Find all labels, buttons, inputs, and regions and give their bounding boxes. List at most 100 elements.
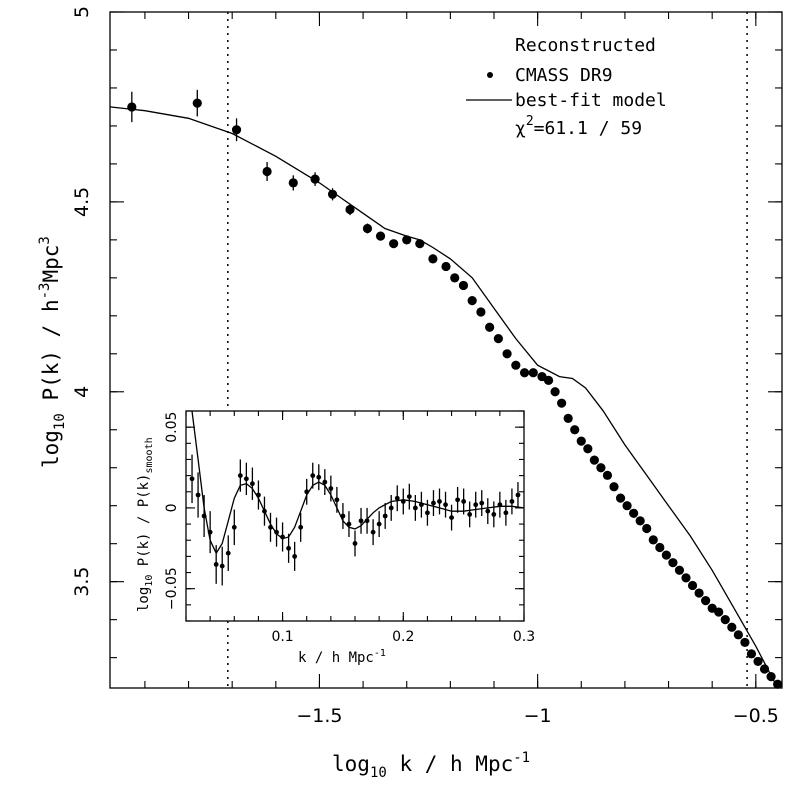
data-point (615, 493, 626, 503)
data-point (509, 499, 515, 504)
data-point (766, 672, 776, 682)
data-point (352, 541, 358, 546)
data-point (720, 615, 730, 625)
inset-y-axis-label: log10 P(k) / P(k)smooth (136, 437, 155, 612)
data-point (425, 510, 430, 516)
main-panel: −1.5 −1 −0.5 3.5 4 4.5 5 log10 k / h Mpc-1 log… (37, 6, 783, 781)
data-point (642, 523, 652, 534)
data-point (596, 463, 606, 473)
inset-y-axis-label-group: log10 P(k) / P(k)smooth (136, 437, 155, 612)
data-point (231, 524, 237, 530)
x-tick-label: 0.2 (392, 629, 414, 645)
data-point (528, 368, 538, 378)
data-point (268, 524, 273, 530)
data-point (519, 368, 530, 378)
data-point (661, 550, 671, 560)
y-tick-label: −0.05 (164, 567, 180, 610)
data-point (286, 545, 292, 551)
data-point (485, 508, 491, 514)
y-tick-label: 0 (164, 503, 180, 512)
data-point (583, 444, 593, 454)
data-point (467, 296, 477, 306)
y-tick-label: 5 (71, 6, 93, 18)
data-point (773, 679, 783, 689)
data-point (256, 492, 261, 498)
inset-background (186, 411, 524, 621)
data-point (382, 513, 388, 519)
data-point (192, 98, 202, 108)
main-y-axis-label-group: log10 P(k) / h-3Mpc3 (37, 236, 68, 468)
legend: Reconstructed CMASS DR9 best-fit model χ… (466, 35, 667, 139)
data-point (364, 518, 370, 524)
data-point (443, 502, 448, 508)
data-point (195, 492, 201, 498)
data-point (455, 497, 461, 503)
data-point (418, 502, 424, 508)
data-point (389, 239, 399, 249)
main-ticks (110, 11, 782, 688)
inset-model-line (191, 410, 525, 555)
main-plot-frame (109, 11, 783, 689)
data-point (609, 482, 619, 492)
data-point (727, 622, 737, 632)
data-point (219, 563, 225, 569)
data-point (189, 476, 195, 482)
data-point (476, 307, 486, 317)
data-point (310, 174, 320, 184)
main-vertical-lines (227, 12, 748, 688)
y-tick-label: 3.5 (71, 567, 93, 597)
data-point (127, 102, 137, 112)
data-point (467, 511, 473, 517)
data-point (327, 189, 338, 199)
legend-points-label: CMASS DR9 (515, 65, 613, 86)
y-tick-label: 4 (71, 386, 93, 398)
data-point (622, 501, 632, 511)
data-point (681, 573, 691, 583)
legend-title: Reconstructed (515, 35, 656, 56)
data-point (753, 656, 763, 667)
data-point (503, 510, 509, 516)
data-point (345, 204, 355, 215)
data-point (746, 649, 757, 659)
data-point (668, 558, 678, 568)
main-data-points (127, 89, 783, 689)
data-point (249, 481, 255, 487)
data-point (288, 178, 298, 188)
data-point (550, 387, 560, 397)
main-x-axis-label: log10 k / h Mpc-1 (332, 750, 530, 781)
data-point (589, 455, 599, 465)
main-y-axis-label: log10 P(k) / h-3Mpc3 (37, 236, 68, 468)
data-point (310, 473, 316, 479)
data-point (570, 425, 580, 435)
data-point (497, 502, 503, 508)
legend-chi2: χ2=61.1 / 59 (515, 114, 642, 139)
main-model-line (109, 106, 779, 689)
data-point (292, 553, 298, 559)
data-point (225, 550, 231, 556)
data-point (543, 375, 554, 385)
data-point (740, 637, 750, 648)
data-point (394, 495, 400, 501)
x-tick-label: −0.5 (733, 705, 779, 727)
data-point (201, 513, 207, 519)
data-point (298, 524, 304, 530)
data-point (450, 273, 460, 283)
data-point (493, 334, 503, 344)
data-point (491, 511, 497, 517)
data-point (237, 473, 243, 479)
data-point (400, 499, 406, 504)
data-point (733, 630, 743, 640)
data-point (402, 235, 412, 245)
y-tick-label: 0.05 (164, 412, 180, 443)
data-point (431, 500, 436, 506)
data-point (207, 529, 213, 535)
data-point (557, 398, 567, 408)
inset-data-points (189, 454, 521, 586)
data-point (428, 254, 438, 264)
data-point (479, 500, 485, 506)
data-point (576, 436, 586, 446)
data-point (648, 535, 658, 545)
data-point (461, 499, 467, 504)
data-point (280, 534, 285, 540)
inset-x-axis-label: k / h Mpc-1 (298, 648, 386, 666)
